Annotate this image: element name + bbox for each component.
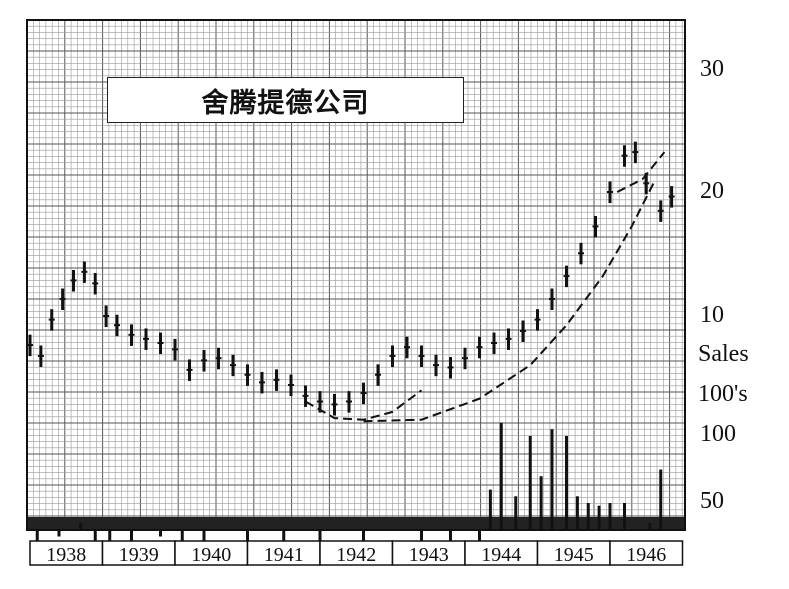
- volume-axis-label-sales: Sales: [698, 341, 749, 367]
- trend-curve: [305, 389, 423, 421]
- price-tick-30: 30: [700, 56, 724, 82]
- year-axis: 1938 1939 1940 1941 1942 1943 1944 1945 1946: [29, 540, 684, 566]
- trend-curve: [363, 182, 655, 423]
- year-box: [29, 540, 104, 566]
- chart-title-box: 舍腾提德公司: [107, 77, 464, 123]
- year-box: [536, 540, 611, 566]
- price-tick-20: 20: [700, 178, 724, 204]
- year-label: 1938: [46, 544, 86, 566]
- trend-curves: [305, 151, 666, 423]
- price-series: [27, 141, 675, 416]
- chart-title: 舍腾提德公司: [201, 87, 370, 119]
- trend-curve: [616, 151, 666, 193]
- year-box: [609, 540, 684, 566]
- year-label: 1946: [626, 544, 666, 566]
- volume-axis-label-units: 100's: [698, 381, 748, 407]
- year-label: 1939: [119, 544, 159, 566]
- year-label: 1942: [336, 544, 376, 566]
- price-tick-10: 10: [700, 302, 724, 328]
- year-box: [101, 540, 176, 566]
- plot-area-border: [26, 19, 686, 531]
- volume-tick-100: 100: [700, 421, 736, 447]
- year-label: 1945: [554, 544, 594, 566]
- year-box: [174, 540, 249, 566]
- year-label: 1941: [264, 544, 304, 566]
- year-label: 1944: [481, 544, 521, 566]
- year-label: 1943: [409, 544, 449, 566]
- year-box: [391, 540, 466, 566]
- year-label: 1940: [191, 544, 231, 566]
- volume-tick-50: 50: [700, 488, 724, 514]
- volume-baseline-band: [27, 517, 685, 530]
- year-box: [319, 540, 394, 566]
